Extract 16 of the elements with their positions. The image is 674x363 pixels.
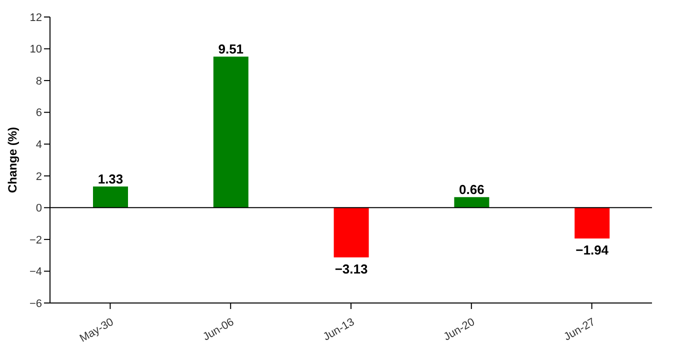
y-tick-label: 12 xyxy=(30,12,42,24)
data-label: 9.51 xyxy=(218,42,244,57)
y-tick-label: 10 xyxy=(30,44,42,56)
y-tick-label: 8 xyxy=(36,75,42,88)
y-tick-label: −6 xyxy=(29,298,42,310)
y-axis-title: Change (%) xyxy=(5,126,20,193)
y-tick-label: −4 xyxy=(29,266,42,278)
data-label: −3.13 xyxy=(334,261,368,276)
y-tick-label: 2 xyxy=(36,170,42,183)
data-label: −1.94 xyxy=(576,242,610,258)
y-tick-label: −2 xyxy=(29,234,42,246)
data-label: 0.66 xyxy=(459,182,484,198)
y-tick-label: 6 xyxy=(36,107,42,120)
data-label: 1.33 xyxy=(98,172,124,187)
y-tick-label: 0 xyxy=(36,202,42,215)
y-tick-label: 4 xyxy=(36,139,42,152)
